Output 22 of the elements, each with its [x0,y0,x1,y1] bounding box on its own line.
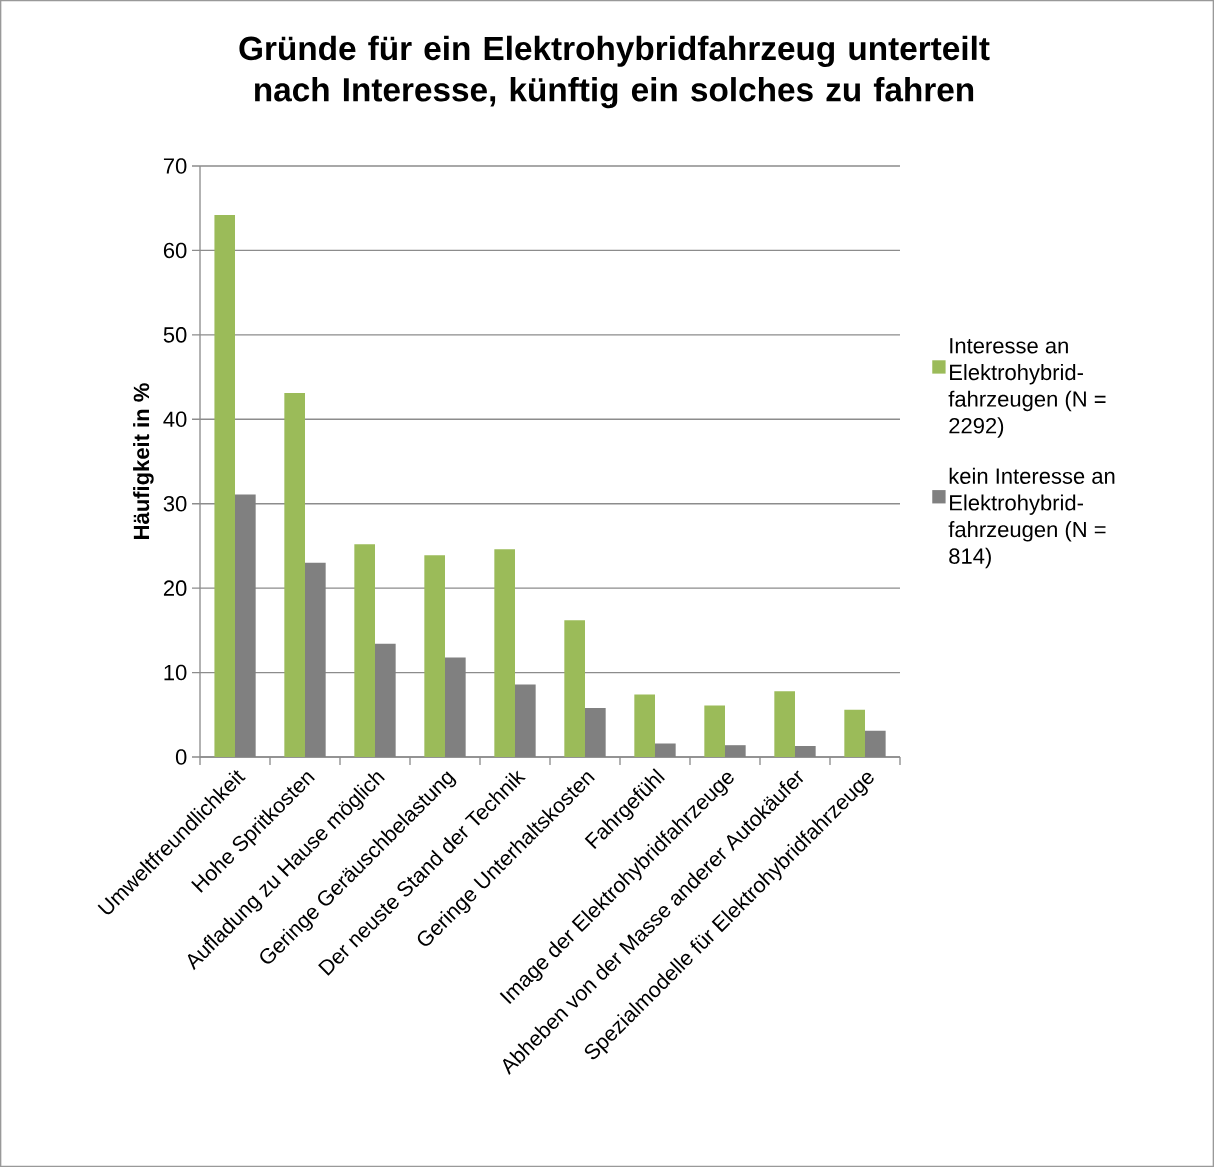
legend-label: Interesse an Elektrohybrid-fahrzeugen (N = 2292) [948,338,1106,438]
legend-label: kein Interesse an Elektrohybrid-fahrzeugen (N = 814) [948,467,1115,569]
chart-title: Gründe für ein Elektrohybridfahrzeug unterteilt nach Interesse, künftig ein solches zu fahren [239,35,990,109]
y-tick-label: 0 [175,749,187,765]
y-tick-label: 10 [164,664,187,681]
bar [634,694,655,758]
bar [704,705,725,758]
bar [284,393,305,758]
y-tick-label: 30 [163,495,187,512]
y-tick-label: 20 [163,580,187,596]
bar [564,620,585,758]
y-tick-label: 40 [163,411,187,428]
bar [494,549,515,758]
bar [844,709,865,758]
y-tick-label: 60 [163,242,187,259]
bar [774,691,795,758]
bar [214,214,236,758]
y-axis-title: Häufigkeit in % [133,383,154,539]
y-tick-label: 70 [163,158,187,174]
bar [424,555,445,758]
bar [354,544,375,758]
y-tick-label: 50 [163,327,187,343]
